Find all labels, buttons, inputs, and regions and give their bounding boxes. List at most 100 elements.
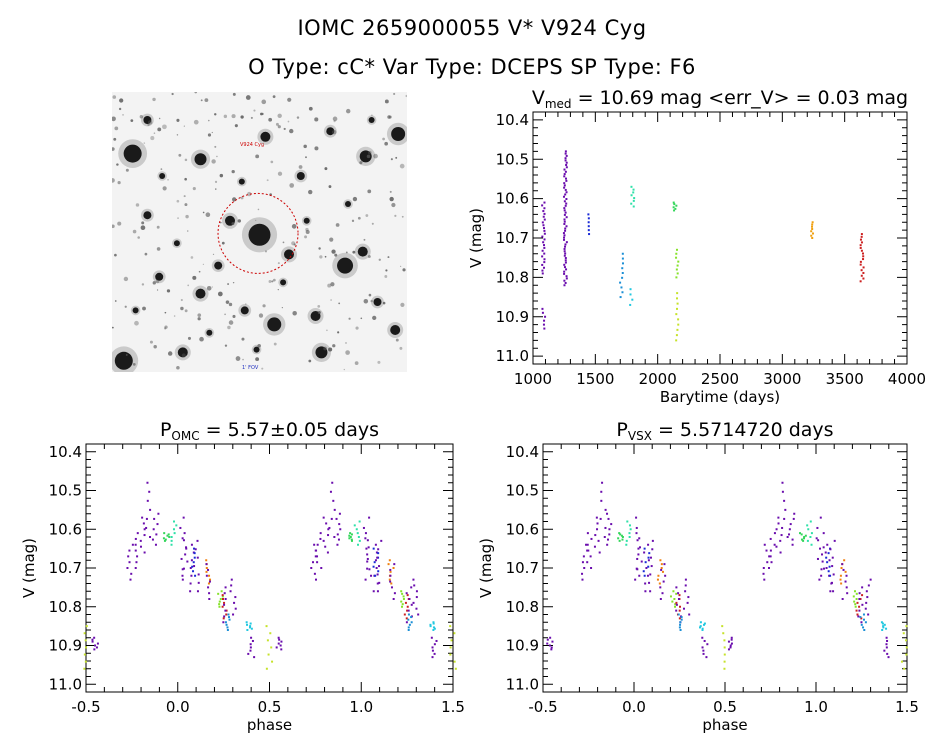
data-point (869, 578, 872, 581)
data-point (630, 194, 633, 197)
data-point (682, 607, 685, 610)
plot-title: POMC = 5.57±0.05 days (160, 419, 379, 443)
data-point (729, 646, 732, 649)
data-point (372, 547, 375, 550)
sky-faint-star (197, 313, 202, 317)
data-point (628, 524, 631, 527)
y-tick-label: 10.9 (506, 637, 539, 655)
data-point (788, 528, 791, 531)
data-point (311, 561, 314, 564)
data-point (831, 556, 834, 559)
data-point (800, 533, 803, 536)
data-point (246, 629, 249, 631)
sky-faint-star (156, 289, 159, 291)
data-point (563, 220, 566, 223)
sky-faint-star (287, 120, 290, 123)
data-point (701, 629, 704, 631)
data-point (542, 215, 545, 218)
sky-faint-star (141, 221, 145, 225)
data-point (608, 528, 611, 531)
data-point (196, 556, 199, 559)
data-point (621, 252, 624, 255)
sky-faint-star (232, 281, 235, 284)
data-point (660, 567, 663, 569)
data-point (410, 586, 413, 589)
sky-faint-star (207, 119, 210, 122)
data-point (180, 557, 183, 560)
sky-faint-star (234, 124, 238, 128)
data-point (675, 313, 678, 316)
sky-faint-star (240, 196, 244, 200)
data-point (825, 556, 828, 559)
data-point (688, 613, 691, 616)
sky-faint-star (268, 117, 273, 122)
data-point (224, 586, 227, 589)
data-point (587, 229, 590, 232)
sky-faint-star (345, 342, 347, 344)
sky-faint-star (372, 315, 377, 321)
chart-title-line-1: IOMC 2659000055 V* V924 Cyg (297, 16, 647, 40)
sky-faint-star (371, 222, 374, 225)
data-point (546, 642, 549, 645)
sky-faint-star (176, 199, 180, 203)
data-point (350, 533, 353, 536)
sky-faint-star (291, 224, 297, 229)
x-tick-label: -0.5 (528, 698, 557, 716)
sky-faint-star (271, 280, 274, 283)
sky-faint-star (370, 299, 373, 303)
data-point (135, 561, 138, 564)
data-point (563, 182, 566, 185)
data-point (677, 613, 680, 616)
data-point (676, 264, 679, 267)
sky-faint-star (200, 99, 203, 102)
data-point (675, 592, 678, 595)
sky-faint-star (391, 202, 396, 208)
data-point (143, 551, 146, 554)
data-point (367, 546, 370, 549)
sky-faint-star (112, 116, 116, 122)
data-point (378, 581, 381, 584)
sky-faint-star (180, 306, 184, 311)
data-point (326, 551, 329, 554)
data-point (867, 613, 870, 616)
panel-omc: -0.5 0.0 0.5 1.0 1.5 10.4 10.5 10.6 10.7 10.8 10.9… (20, 419, 465, 734)
data-point (833, 539, 836, 542)
data-point (564, 204, 567, 207)
data-point (128, 549, 131, 552)
data-point (883, 649, 886, 652)
data-point (860, 235, 863, 238)
data-point (651, 539, 654, 542)
sky-faint-star (319, 255, 323, 259)
x-tick-label: 0.5 (713, 698, 737, 716)
data-point (338, 512, 341, 515)
data-point (562, 195, 565, 198)
data-point (320, 567, 323, 569)
data-point (610, 523, 613, 526)
data-point (331, 481, 334, 484)
data-point (679, 629, 682, 631)
data-point (232, 613, 235, 616)
data-point (234, 607, 237, 610)
data-point (723, 653, 726, 656)
sky-faint-star (114, 300, 117, 302)
sky-faint-star (332, 344, 336, 348)
sky-star (143, 211, 152, 220)
sky-faint-star (187, 284, 190, 287)
sky-faint-star (384, 275, 388, 278)
data-point (643, 547, 646, 550)
sky-faint-star (345, 251, 348, 254)
sky-faint-star (137, 236, 140, 239)
data-point (722, 632, 725, 635)
sky-faint-star (190, 256, 194, 259)
data-point (207, 582, 210, 585)
x-axis-label: Barytime (days) (660, 388, 780, 406)
data-point (621, 276, 624, 279)
data-point (903, 667, 906, 670)
data-point (145, 517, 148, 520)
data-point (83, 632, 86, 635)
y-tick-label: 10.7 (49, 559, 82, 577)
data-point (129, 578, 132, 581)
data-point (228, 618, 231, 621)
data-point (193, 547, 196, 550)
sky-faint-star (331, 129, 337, 135)
